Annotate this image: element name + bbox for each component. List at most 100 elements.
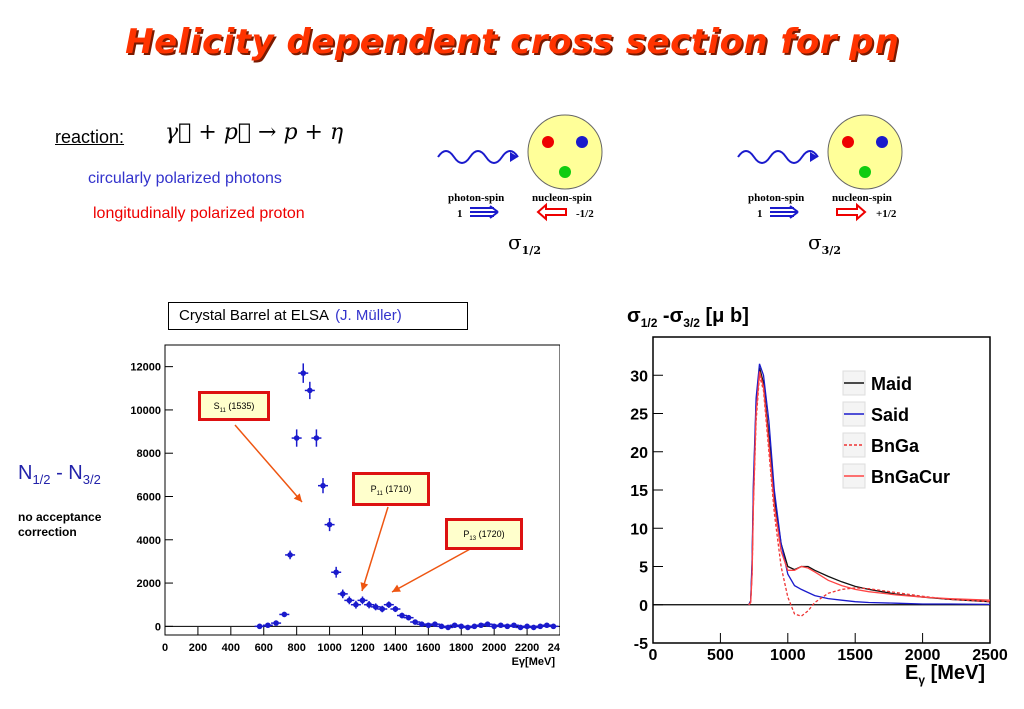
series-line-maid: [748, 367, 991, 606]
data-point: [366, 601, 372, 608]
spin-diagram-half: photon-spin 1 nucleon-spin -1/2 σ1/2: [430, 112, 620, 262]
x-tick-label: 1600: [416, 642, 440, 654]
data-point: [451, 622, 458, 629]
y-tick-label: 10000: [130, 405, 161, 417]
data-point: [412, 619, 418, 625]
legend-label: Said: [871, 405, 909, 425]
data-point: [326, 521, 333, 528]
x-tick-label: 0: [649, 647, 658, 664]
data-point: [392, 606, 399, 612]
nucleon-spin-value: +1/2: [876, 208, 897, 220]
y-tick-label: 20: [630, 445, 648, 462]
x-tick-label: 1000: [770, 647, 806, 664]
y-tick-label: 0: [155, 621, 161, 633]
left-plot: 0 200 400 600 800 1000 1200 1400 1600 1800 2000 220…: [130, 344, 560, 668]
resonance-box-p11: P11 (1710): [352, 472, 430, 506]
photon-spin-value: 1: [757, 208, 763, 220]
data-point: [537, 623, 544, 630]
data-point: [425, 622, 432, 629]
data-point: [333, 569, 339, 576]
annotation-arrowhead: [360, 582, 369, 591]
x-tick-label: 2200: [515, 642, 539, 654]
legend-label: BnGa: [871, 436, 920, 456]
legend-label: BnGaCur: [871, 467, 950, 487]
x-axis-label: Eγ[MeV]: [512, 656, 556, 668]
data-point: [458, 623, 465, 630]
data-point: [320, 482, 326, 489]
y-tick-label: 25: [630, 407, 648, 424]
x-tick-label: 200: [189, 642, 207, 654]
data-point: [445, 624, 451, 631]
data-point: [265, 622, 271, 629]
data-point: [281, 611, 288, 618]
data-point: [504, 623, 511, 630]
data-point: [273, 620, 279, 626]
left-plot-caption: Crystal Barrel at ELSA (J. Müller): [168, 302, 468, 330]
data-point: [418, 621, 425, 627]
photon-spin-value: 1: [457, 208, 463, 220]
data-point: [405, 614, 412, 621]
data-point: [517, 624, 524, 631]
data-point: [478, 622, 484, 629]
data-point: [313, 435, 320, 441]
data-point: [511, 622, 517, 629]
reaction-equation: γ⃗ + p⃗ → p + η: [165, 120, 344, 145]
annotation-arrow: [391, 547, 473, 593]
photon-polarization-text: circularly polarized photons: [88, 170, 282, 187]
right-plot-title: σ1/2 -σ3/2 [μ b]: [627, 305, 749, 330]
series-line-bngacur: [748, 371, 991, 606]
data-point: [471, 623, 478, 630]
x-tick-label: 500: [707, 647, 734, 664]
x-tick-label: 1500: [837, 647, 873, 664]
data-point: [386, 601, 392, 608]
resonance-box-p13: P13 (1720): [445, 518, 523, 550]
y-tick-label: 15: [630, 483, 648, 500]
slide-title: Helicity dependent cross section for pη: [125, 22, 899, 62]
y-tick-label: 4000: [137, 535, 161, 547]
data-point: [300, 370, 307, 376]
series-line-said: [748, 363, 991, 606]
annotation-arrow: [234, 424, 303, 503]
x-tick-label: 2400: [548, 642, 560, 654]
y-tick-label: 5: [639, 560, 648, 577]
x-tick-label: 400: [222, 642, 240, 654]
photon-spin-label: photon-spin: [448, 192, 505, 204]
y-tick-label: 8000: [137, 448, 161, 460]
data-point: [432, 621, 438, 627]
left-plot-ylabel: N1/2 - N3/2: [18, 462, 101, 487]
sigma-label: σ1/2: [508, 230, 541, 257]
y-tick-label: 0: [639, 598, 648, 615]
x-tick-label: 1400: [383, 642, 407, 654]
data-point: [438, 623, 445, 630]
data-point: [484, 621, 491, 627]
spin-diagram-graphic: [437, 114, 603, 222]
reaction-label: reaction:: [55, 127, 125, 147]
x-tick-label: 0: [162, 642, 168, 654]
x-tick-label: 2500: [972, 647, 1008, 664]
x-tick-label: 800: [287, 642, 305, 654]
x-tick-label: 1800: [449, 642, 473, 654]
series-line-bnga: [748, 375, 991, 617]
y-tick-label: 2000: [137, 578, 161, 590]
data-point: [256, 623, 263, 630]
proton-polarization-text: longitudinally polarized proton: [93, 205, 305, 222]
data-point: [372, 604, 379, 610]
y-tick-label: 12000: [130, 362, 161, 374]
data-point: [530, 624, 537, 631]
right-plot-xlabel: Eγ [MeV]: [905, 662, 986, 687]
acceptance-note: no acceptance correction: [18, 510, 102, 539]
x-tick-label: 2000: [482, 642, 506, 654]
data-point: [293, 435, 300, 441]
nucleon-spin-label: nucleon-spin: [832, 192, 892, 204]
data-point: [307, 387, 313, 394]
data-point: [287, 552, 293, 558]
x-tick-label: 600: [255, 642, 273, 654]
annotation-arrowhead: [392, 584, 401, 592]
data-point: [544, 622, 550, 629]
annotation-arrow: [361, 506, 389, 592]
resonance-box-s11: S11 (1535): [198, 391, 270, 421]
x-tick-label: 2000: [905, 647, 941, 664]
data-point: [399, 612, 405, 619]
y-tick-label: -5: [634, 636, 648, 653]
data-point: [339, 591, 346, 597]
